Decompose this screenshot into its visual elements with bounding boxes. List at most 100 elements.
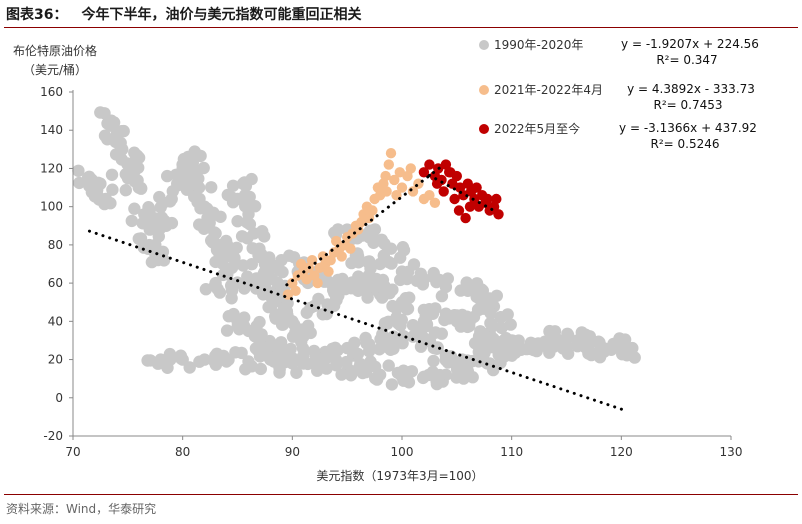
x-axis-title: 美元指数（1973年3月=100）: [316, 468, 483, 483]
data-point: [362, 345, 376, 358]
data-point: [493, 209, 504, 220]
data-point: [476, 347, 489, 360]
data-point: [141, 241, 154, 254]
data-point: [487, 332, 500, 345]
y-tick-label: 120: [40, 161, 63, 175]
data-point: [435, 327, 448, 340]
y-axis-unit: （美元/桶）: [23, 62, 87, 77]
data-point: [174, 349, 187, 362]
data-point: [235, 346, 248, 360]
data-point: [445, 167, 456, 178]
data-point: [378, 237, 391, 250]
data-point: [193, 355, 206, 368]
data-point: [498, 333, 511, 346]
data-point: [225, 292, 238, 305]
data-point: [163, 195, 177, 208]
data-point: [105, 168, 119, 181]
data-point: [424, 190, 435, 201]
data-point: [401, 302, 415, 315]
trendline-1: [87, 229, 629, 413]
data-point: [121, 157, 134, 170]
data-point: [214, 210, 227, 223]
data-point: [175, 168, 188, 181]
legend-label: 2021年-2022年4月: [494, 83, 603, 97]
data-point: [490, 289, 503, 302]
data-point: [132, 161, 145, 174]
data-point: [289, 326, 302, 339]
data-point: [530, 344, 543, 358]
data-point: [107, 116, 121, 129]
data-point: [265, 258, 278, 271]
data-point: [453, 205, 465, 216]
legend: 1990年-2020年 y = -1.9207x + 224.56 R²= 0.34…: [479, 37, 759, 151]
data-point: [460, 276, 473, 289]
data-point: [256, 225, 269, 238]
data-point: [328, 226, 341, 239]
data-point: [119, 184, 132, 197]
data-point: [395, 313, 408, 327]
data-point: [348, 336, 361, 349]
data-point: [344, 369, 358, 382]
data-point: [211, 282, 224, 296]
y-tick-label: 80: [48, 238, 63, 252]
data-point: [431, 178, 443, 189]
regression-r2: R²= 0.347: [656, 53, 717, 67]
legend-marker: [479, 85, 489, 95]
data-point: [378, 340, 392, 353]
data-point: [290, 366, 303, 379]
y-tick-label: 100: [40, 200, 63, 214]
data-point: [226, 179, 240, 192]
data-point: [499, 342, 513, 356]
data-point: [410, 327, 423, 341]
data-point: [361, 291, 374, 304]
data-point: [397, 374, 410, 387]
data-point: [352, 270, 365, 283]
x-tick-label: 80: [175, 445, 190, 459]
data-point: [438, 313, 451, 327]
figure-title: 图表36： 今年下半年，油价与美元指数可能重回正相关: [6, 4, 361, 24]
data-point: [548, 325, 562, 338]
data-point: [336, 251, 347, 262]
data-point: [438, 186, 449, 197]
regression-equation: y = -1.9207x + 224.56: [621, 37, 759, 51]
data-point: [385, 148, 397, 159]
data-point: [383, 159, 394, 170]
data-point: [547, 340, 561, 353]
data-point: [335, 368, 348, 381]
data-point: [255, 328, 268, 341]
data-point: [363, 279, 377, 293]
data-point: [165, 216, 179, 230]
y-tick-label: 60: [48, 276, 63, 290]
data-point: [460, 212, 471, 224]
data-point: [197, 222, 211, 235]
data-point: [220, 324, 234, 337]
data-point: [266, 272, 279, 286]
data-point: [369, 372, 382, 385]
data-point: [386, 283, 399, 296]
data-point: [98, 107, 111, 120]
data-point: [424, 159, 435, 170]
y-axis-title: 布伦特原油价格 （美元/桶）: [13, 43, 97, 77]
data-point: [128, 202, 141, 215]
data-point: [328, 286, 341, 299]
data-point: [494, 356, 507, 370]
data-point: [281, 297, 294, 310]
series-2: [282, 148, 441, 300]
data-point: [414, 340, 428, 353]
data-point: [309, 350, 322, 363]
plot-area: [72, 106, 641, 413]
y-tick-label: 0: [55, 391, 63, 405]
regression-equation: y = -3.1366x + 437.92: [619, 121, 757, 135]
legend-marker: [479, 124, 489, 134]
data-point: [418, 167, 430, 178]
data-point: [359, 331, 372, 345]
data-point: [197, 161, 210, 175]
data-point: [125, 214, 138, 228]
data-point: [468, 337, 482, 350]
data-point: [405, 163, 416, 174]
data-point: [243, 218, 257, 231]
legend-marker: [479, 40, 489, 50]
data-point: [141, 354, 154, 367]
data-point: [238, 282, 251, 295]
data-point: [416, 371, 430, 385]
